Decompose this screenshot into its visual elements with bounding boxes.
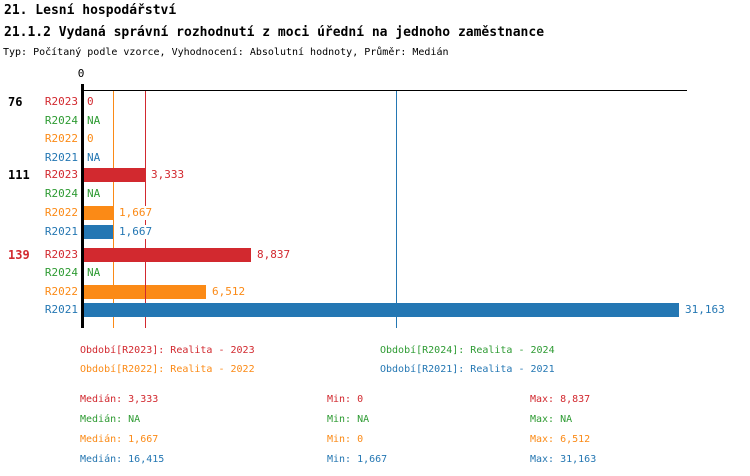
x-axis-line [81,90,687,91]
group-label: 139 [8,248,30,262]
year-label-r2023: R2023 [44,168,78,181]
bar-value-label: 0 [86,132,95,146]
stat-min-r2022: Min: 0 [327,434,364,445]
bar-value-label: NA [86,151,102,165]
stat-max-r2023: Max: 8,837 [530,394,591,405]
stat-max-r2022: Max: 6,512 [530,434,591,445]
bar-value-label: 1,667 [118,206,154,220]
median-line-r2023 [145,90,146,328]
stat-min-r2021: Min: 1,667 [327,454,388,465]
legend-item-r2024: Období[R2024]: Realita - 2024 [380,345,555,356]
year-label-r2021: R2021 [44,151,78,164]
stat-max-r2021: Max: 31,163 [530,454,597,465]
median-line-r2022 [113,90,114,328]
legend-item-r2022: Období[R2022]: Realita - 2022 [80,364,255,375]
year-label-r2024: R2024 [44,266,78,279]
year-label-r2022: R2022 [44,132,78,145]
legend-item-r2021: Období[R2021]: Realita - 2021 [380,364,555,375]
stat-max-r2024: Max: NA [530,414,573,425]
chart-title: 21.1.2 Vydaná správní rozhodnutí z moci … [4,25,545,40]
bar-r2021 [84,225,113,239]
year-label-r2023: R2023 [44,95,78,108]
stat-median-r2024: Medián: NA [80,414,141,425]
bar-value-label: 6,512 [211,285,247,299]
stat-median-r2022: Medián: 1,667 [80,434,159,445]
year-label-r2024: R2024 [44,114,78,127]
bar-r2023 [84,168,145,182]
bar-value-label: 0 [86,95,95,109]
bar-r2022 [84,285,206,299]
chart-subtitle: Typ: Počítaný podle vzorce, Vyhodnocení:… [3,47,449,58]
bar-value-label: 8,837 [256,248,292,262]
bar-value-label: 31,163 [684,303,726,317]
page-title: 21. Lesní hospodářství [4,3,177,18]
group-label: 76 [8,95,23,109]
y-axis-line [81,84,84,328]
legend-item-r2023: Období[R2023]: Realita - 2023 [80,345,255,356]
year-label-r2022: R2022 [44,285,78,298]
bar-value-label: 3,333 [150,168,186,182]
year-label-r2023: R2023 [44,248,78,261]
bar-r2021 [84,303,679,317]
year-label-r2021: R2021 [44,225,78,238]
stat-min-r2024: Min: NA [327,414,370,425]
bar-value-label: NA [86,266,102,280]
year-label-r2021: R2021 [44,303,78,316]
bar-value-label: 1,667 [118,225,154,239]
bar-value-label: NA [86,187,102,201]
year-label-r2024: R2024 [44,187,78,200]
bar-r2022 [84,206,113,220]
stat-median-r2023: Medián: 3,333 [80,394,159,405]
stat-min-r2023: Min: 0 [327,394,364,405]
median-line-r2021 [396,90,397,328]
bar-r2023 [84,248,251,262]
bar-value-label: NA [86,114,102,128]
group-label: 111 [8,168,30,182]
stat-median-r2021: Medián: 16,415 [80,454,165,465]
year-label-r2022: R2022 [44,206,78,219]
x-axis-tick-zero-label: 0 [77,67,85,80]
